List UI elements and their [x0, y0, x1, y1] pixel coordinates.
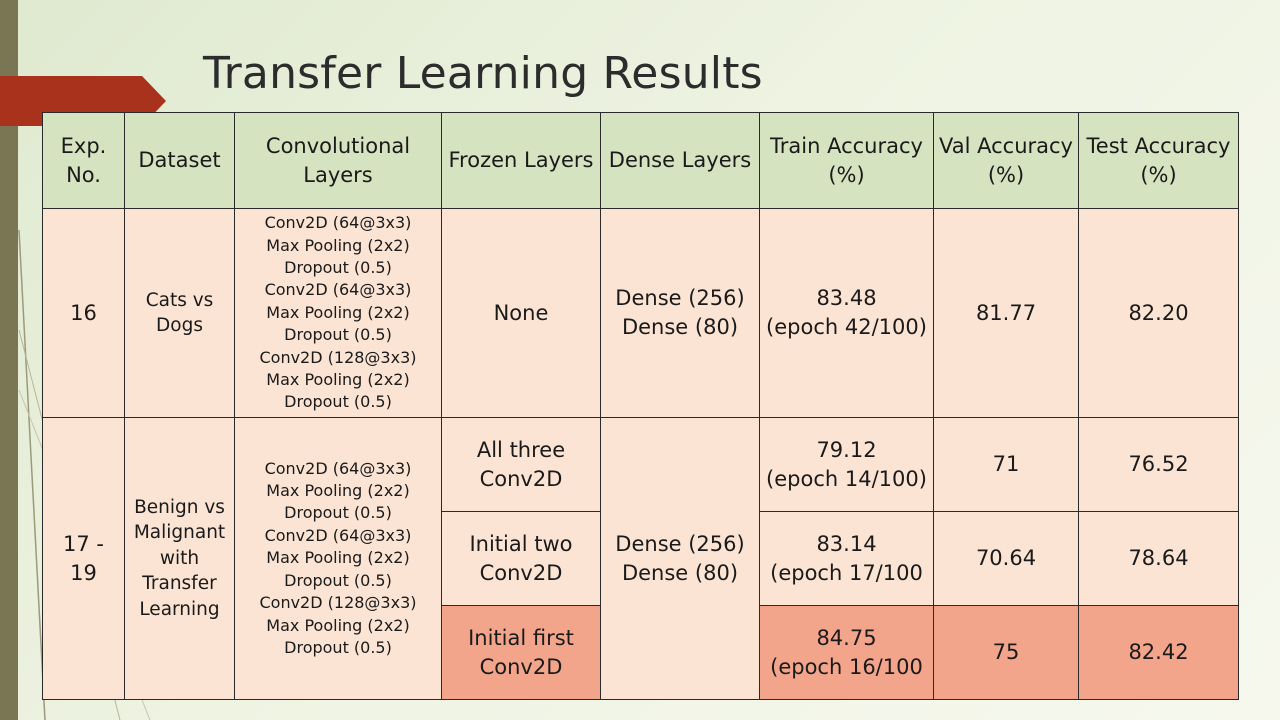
conv-layer-line: Conv2D (64@3x3) [264, 525, 412, 545]
conv-layer-line: Conv2D (64@3x3) [264, 458, 412, 478]
train-epoch-note: (epoch 16/100 [770, 654, 923, 679]
train-epoch-note: (epoch 17/100 [770, 560, 923, 585]
conv-layer-line: Dropout (0.5) [284, 570, 392, 590]
dataset-cell: Benign vs Malignant with Transfer Learni… [124, 417, 235, 700]
conv-layer-line: Max Pooling (2x2) [266, 548, 410, 568]
table-row-highlighted: Initial first Conv2D 84.75 (epoch 16/100… [43, 605, 1239, 700]
header-train-accuracy: Train Accuracy (%) [759, 112, 934, 209]
dense-layer-line: Dense (256) [615, 531, 745, 556]
header-dataset: Dataset [124, 112, 235, 209]
table-row: Initial two Conv2D 83.14 (epoch 17/100 7… [43, 511, 1239, 606]
dense-layer-line: Dense (80) [621, 315, 739, 339]
train-accuracy-cell: 79.12 (epoch 14/100) [759, 417, 934, 512]
header-row: Exp. No. Dataset Convolutional Layers Fr… [42, 112, 1239, 209]
train-accuracy-cell: 83.14 (epoch 17/100 [759, 511, 934, 606]
val-accuracy-cell: 71 [933, 417, 1079, 512]
dense-layer-line: Dense (256) [615, 286, 745, 310]
train-epoch-note: (epoch 42/100) [766, 315, 927, 339]
table-row: 17 - 19 Benign vs Malignant with Transfe… [42, 417, 1239, 700]
val-accuracy-cell: 75 [933, 605, 1079, 700]
conv-layer-line: Max Pooling (2x2) [266, 615, 410, 635]
dense-layers-cell: Dense (256) Dense (80) [600, 208, 760, 418]
train-accuracy-value: 84.75 [816, 625, 877, 650]
conv-layer-line: Max Pooling (2x2) [266, 235, 410, 255]
train-accuracy-value: 79.12 [816, 437, 877, 462]
header-test-accuracy: Test Accuracy (%) [1078, 112, 1239, 209]
test-accuracy-cell: 78.64 [1078, 511, 1239, 606]
test-accuracy-cell: 82.20 [1078, 208, 1239, 418]
test-accuracy-cell: 82.42 [1078, 605, 1239, 700]
conv-layer-line: Max Pooling (2x2) [266, 302, 410, 322]
conv-layer-line: Dropout (0.5) [284, 325, 392, 345]
val-accuracy-cell: 81.77 [933, 208, 1079, 418]
frozen-layers-cell: Initial two Conv2D [441, 511, 601, 606]
conv-layer-line: Dropout (0.5) [284, 637, 392, 657]
header-conv-layers: Convolutional Layers [234, 112, 442, 209]
train-accuracy-cell: 84.75 (epoch 16/100 [759, 605, 934, 700]
val-accuracy-cell: 70.64 [933, 511, 1079, 606]
header-dense-layers: Dense Layers [600, 112, 760, 209]
conv-layer-line: Dropout (0.5) [284, 503, 392, 523]
train-accuracy-value: 83.14 [816, 531, 877, 556]
conv-layers-cell: Conv2D (64@3x3) Max Pooling (2x2) Dropou… [234, 208, 442, 418]
frozen-layers-cell: None [441, 208, 601, 418]
header-exp-no: Exp. No. [42, 112, 125, 209]
header-frozen-layers: Frozen Layers [441, 112, 601, 209]
conv-layer-line: Conv2D (128@3x3) [259, 347, 417, 367]
frozen-layers-cell: Initial first Conv2D [441, 605, 601, 700]
table-row: 16 Cats vs Dogs Conv2D (64@3x3) Max Pool… [42, 208, 1239, 418]
conv-layer-line: Conv2D (128@3x3) [259, 593, 417, 613]
conv-layer-line: Conv2D (64@3x3) [264, 280, 412, 300]
left-accent-bar [0, 0, 18, 720]
conv-layer-line: Dropout (0.5) [284, 392, 392, 412]
dense-layers-cell: Dense (256) Dense (80) [600, 417, 760, 700]
train-epoch-note: (epoch 14/100) [766, 466, 927, 491]
conv-layer-line: Dropout (0.5) [284, 257, 392, 277]
results-table: Exp. No. Dataset Convolutional Layers Fr… [42, 112, 1239, 700]
conv-layer-line: Max Pooling (2x2) [266, 370, 410, 390]
conv-layers-cell: Conv2D (64@3x3) Max Pooling (2x2) Dropou… [234, 417, 442, 700]
train-accuracy-cell: 83.48 (epoch 42/100) [759, 208, 934, 418]
test-accuracy-cell: 76.52 [1078, 417, 1239, 512]
train-accuracy-value: 83.48 [816, 286, 877, 310]
exp-no-cell: 17 - 19 [42, 417, 125, 700]
slide-title: Transfer Learning Results [203, 48, 763, 99]
frozen-layers-cell: All three Conv2D [441, 417, 601, 512]
exp-no-cell: 16 [42, 208, 125, 418]
conv-layer-line: Max Pooling (2x2) [266, 481, 410, 501]
header-val-accuracy: Val Accuracy (%) [933, 112, 1079, 209]
dataset-cell: Cats vs Dogs [124, 208, 235, 418]
conv-layer-line: Conv2D (64@3x3) [264, 213, 412, 233]
dense-layer-line: Dense (80) [621, 560, 739, 585]
